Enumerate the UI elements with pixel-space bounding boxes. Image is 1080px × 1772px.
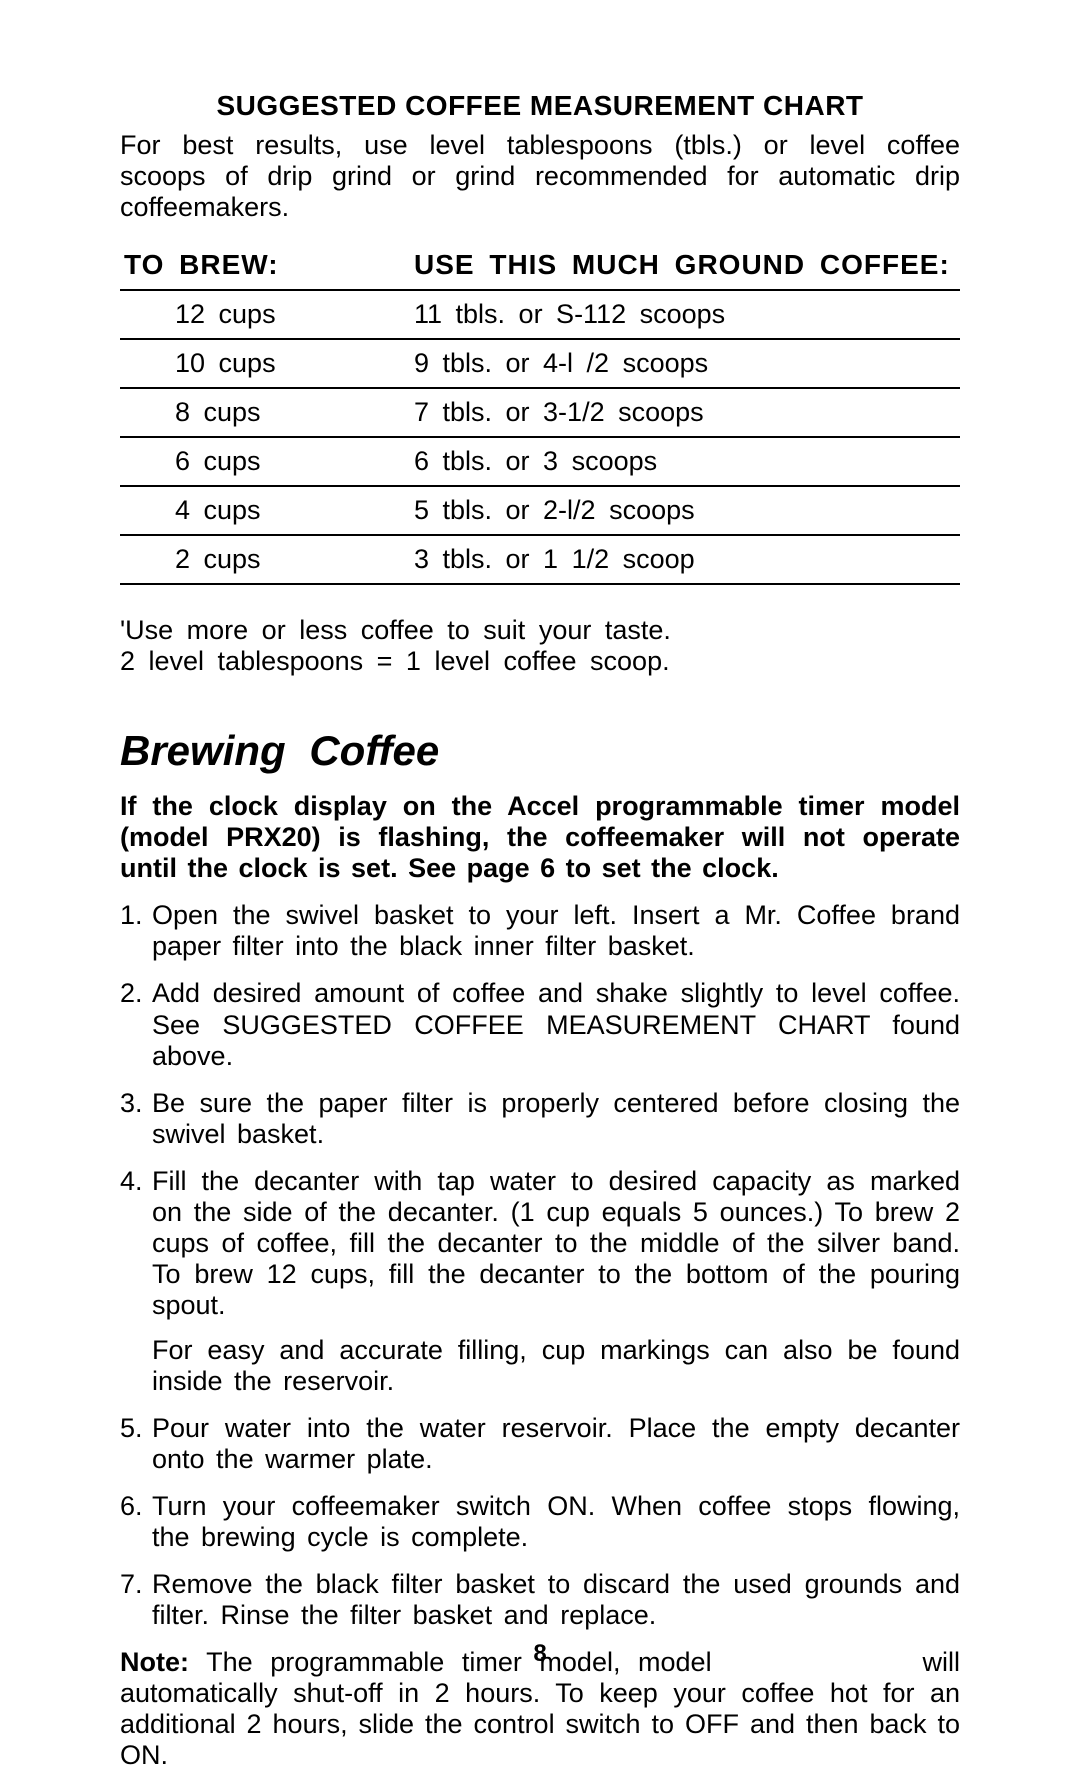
table-row: 2 cups 3 tbls. or 1 1/2 scoop [120,535,960,584]
chart-intro: For best results, use level tablespoons … [120,130,960,223]
table-row: 6 cups 6 tbls. or 3 scoops [120,437,960,486]
cell-use: 6 tbls. or 3 scoops [414,437,960,486]
header-use-coffee: USE THIS MUCH GROUND COFFEE: [414,243,960,290]
cell-use: 11 tbls. or S-112 scoops [414,290,960,339]
measurement-table: TO BREW: USE THIS MUCH GROUND COFFEE: 12… [120,243,960,585]
step-text: Fill the decanter with tap water to desi… [152,1166,960,1320]
chart-title: SUGGESTED COFFEE MEASUREMENT CHART [120,90,960,122]
cell-brew: 4 cups [120,486,414,535]
cell-use: 5 tbls. or 2-l/2 scoops [414,486,960,535]
step-4: Fill the decanter with tap water to desi… [120,1166,960,1397]
table-row: 10 cups 9 tbls. or 4-l /2 scoops [120,339,960,388]
cell-use: 9 tbls. or 4-l /2 scoops [414,339,960,388]
step-5: Pour water into the water reservoir. Pla… [120,1413,960,1475]
cell-brew: 10 cups [120,339,414,388]
cell-use: 3 tbls. or 1 1/2 scoop [414,535,960,584]
table-row: 8 cups 7 tbls. or 3-1/2 scoops [120,388,960,437]
section-heading: Brewing Coffee [120,727,960,775]
brewing-steps: Open the swivel basket to your left. Ins… [120,900,960,1631]
table-row: 4 cups 5 tbls. or 2-l/2 scoops [120,486,960,535]
step-text: Remove the black filter basket to discar… [152,1569,960,1630]
step-7: Remove the black filter basket to discar… [120,1569,960,1631]
cell-use: 7 tbls. or 3-1/2 scoops [414,388,960,437]
step-text: Pour water into the water reservoir. Pla… [152,1413,960,1474]
step-2: Add desired amount of coffee and shake s… [120,978,960,1071]
step-text: Open the swivel basket to your left. Ins… [152,900,960,961]
footnote-1: 'Use more or less coffee to suit your ta… [120,615,960,646]
step-6: Turn your coffeemaker switch ON. When co… [120,1491,960,1553]
cell-brew: 12 cups [120,290,414,339]
step-text: Add desired amount of coffee and shake s… [152,978,960,1070]
manual-page: SUGGESTED COFFEE MEASUREMENT CHART For b… [0,0,1080,1708]
table-header-row: TO BREW: USE THIS MUCH GROUND COFFEE: [120,243,960,290]
footnote-2: 2 level tablespoons = 1 level coffee sco… [120,646,960,677]
step-3: Be sure the paper filter is properly cen… [120,1088,960,1150]
step-1: Open the swivel basket to your left. Ins… [120,900,960,962]
footnotes: 'Use more or less coffee to suit your ta… [120,615,960,677]
table-row: 12 cups 11 tbls. or S-112 scoops [120,290,960,339]
cell-brew: 2 cups [120,535,414,584]
step-text: Turn your coffeemaker switch ON. When co… [152,1491,960,1552]
cell-brew: 8 cups [120,388,414,437]
step-text: Be sure the paper filter is properly cen… [152,1088,960,1149]
clock-warning: If the clock display on the Accel progra… [120,791,960,884]
cell-brew: 6 cups [120,437,414,486]
step-subtext: For easy and accurate filling, cup marki… [152,1335,960,1397]
page-number: 8 [0,1640,1080,1668]
header-to-brew: TO BREW: [120,243,414,290]
